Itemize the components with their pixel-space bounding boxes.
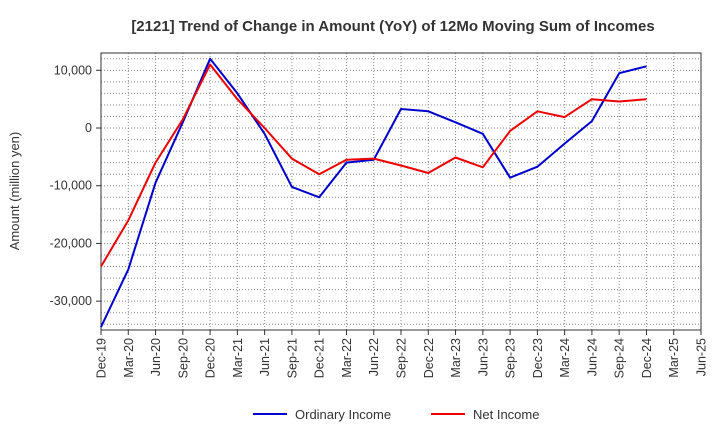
x-tick-label: Jun-20 [149, 338, 163, 376]
series-lines [100, 57, 647, 328]
x-tick-label: Jun-22 [367, 338, 381, 376]
x-tick-label: Dec-19 [95, 338, 109, 378]
x-tick-label: Mar-24 [558, 338, 572, 378]
x-tick-label: Dec-22 [422, 338, 436, 378]
legend: Ordinary Income Net Income [253, 407, 539, 422]
x-tick-label: Jun-23 [476, 338, 490, 376]
y-tick-label: -20,000 [50, 236, 92, 250]
y-axis-ticks: 10,000 0 -10,000 -20,000 -30,000 [50, 63, 101, 308]
x-tick-label: Sep-24 [613, 338, 627, 378]
x-tick-label: Jun-24 [585, 338, 599, 376]
x-tick-label: Dec-20 [204, 338, 218, 378]
y-tick-label: -30,000 [50, 294, 92, 308]
x-tick-label: Sep-22 [395, 338, 409, 378]
x-tick-label: Dec-24 [640, 338, 654, 378]
x-axis-ticks: Dec-19 Mar-20 Jun-20 Sep-20 Dec-20 Mar-21 Jun-… [95, 330, 709, 378]
x-tick-label: Mar-20 [122, 338, 136, 378]
x-tick-label: Mar-21 [231, 338, 245, 378]
legend-label-net-income: Net Income [473, 407, 539, 422]
y-tick-label: 10,000 [54, 63, 92, 77]
y-tick-label: 0 [85, 121, 92, 135]
chart-title: [2121] Trend of Change in Amount (YoY) o… [131, 18, 654, 35]
legend-label-ordinary-income: Ordinary Income [295, 407, 391, 422]
x-tick-label: Mar-23 [449, 338, 463, 378]
series-line-ordinary-income [100, 57, 647, 328]
x-tick-label: Sep-20 [176, 338, 190, 378]
grid [100, 53, 702, 330]
y-tick-label: -10,000 [50, 179, 92, 193]
series-line-net-income [100, 63, 647, 268]
x-tick-label: Mar-22 [340, 338, 354, 378]
x-tick-label: Mar-25 [667, 338, 681, 378]
y-axis-label: Amount (million yen) [7, 132, 22, 251]
x-tick-label: Jun-21 [258, 338, 272, 376]
x-tick-label: Sep-21 [285, 338, 299, 378]
x-tick-label: Dec-23 [531, 338, 545, 378]
x-tick-label: Sep-23 [504, 338, 518, 378]
x-tick-label: Jun-25 [695, 338, 709, 376]
x-tick-label: Dec-21 [313, 338, 327, 378]
